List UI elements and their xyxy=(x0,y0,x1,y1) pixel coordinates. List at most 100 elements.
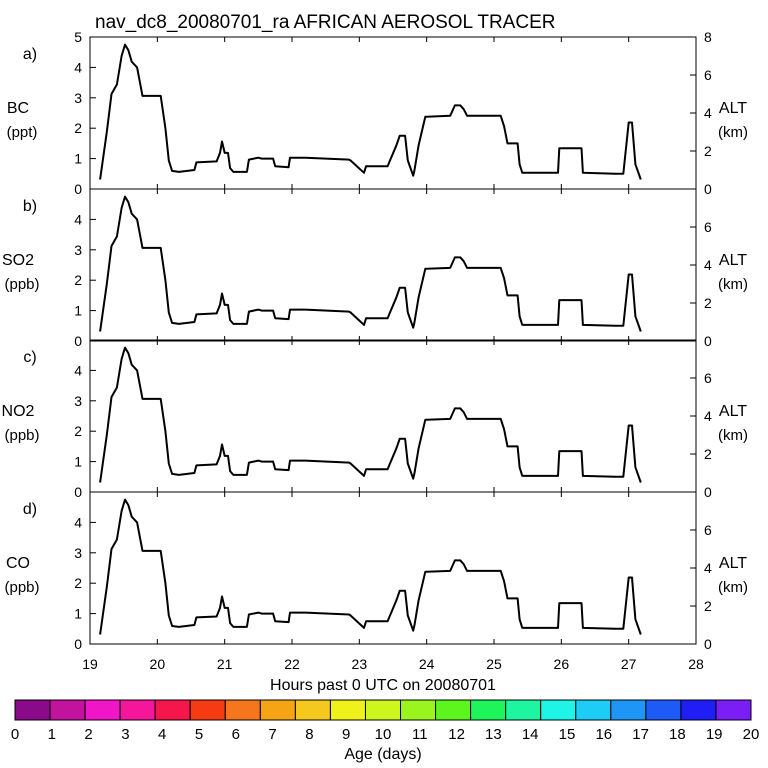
y2-axis-unit: (km) xyxy=(718,276,748,293)
y-axis-unit: (ppb) xyxy=(4,276,39,293)
y2-tick-label: 2 xyxy=(704,143,712,159)
colorbar-tick-label: 10 xyxy=(375,726,392,743)
colorbar-swatch xyxy=(189,699,226,721)
altitude-line xyxy=(99,346,642,483)
colorbar-tick-label: 7 xyxy=(268,726,276,743)
y-axis-unit: (ppt) xyxy=(7,124,38,141)
y2-axis-label: ALT xyxy=(719,403,747,420)
colorbar-swatch xyxy=(294,699,331,721)
y2-tick-label: 8 xyxy=(704,29,712,45)
y-tick-label: 0 xyxy=(74,333,82,349)
y2-tick-label: 6 xyxy=(704,67,712,83)
y-tick-label: 5 xyxy=(74,29,82,45)
x-tick-label: 23 xyxy=(352,656,368,672)
y2-tick-label: 6 xyxy=(704,522,712,538)
colorbar-swatch xyxy=(154,699,191,721)
panel-tag: b) xyxy=(23,198,37,215)
colorbar-tick-label: 19 xyxy=(706,726,723,743)
y-axis-label: SO2 xyxy=(2,252,34,269)
colorbar-swatch xyxy=(470,699,507,721)
x-tick-label: 19 xyxy=(82,656,98,672)
colorbar-tick-label: 0 xyxy=(11,726,19,743)
y-axis-label: BC xyxy=(7,100,29,117)
y2-axis-label: ALT xyxy=(719,100,747,117)
y-tick-label: 3 xyxy=(74,545,82,561)
x-tick-label: 27 xyxy=(621,656,637,672)
colorbar-tick-label: 18 xyxy=(669,726,686,743)
colorbar-tick-label: 9 xyxy=(342,726,350,743)
colorbar-swatch xyxy=(84,699,121,721)
colorbar-tick-label: 11 xyxy=(412,726,428,743)
colorbar-tick-label: 2 xyxy=(84,726,92,743)
panel-frame xyxy=(89,188,697,342)
colorbar-tick-label: 5 xyxy=(195,726,203,743)
colorbar-tick-label: 20 xyxy=(743,726,760,743)
y-tick-label: 0 xyxy=(74,181,82,197)
colorbar-swatch xyxy=(364,699,402,721)
chart-panels: 0 1 2 3 4 5 0 2 4 6 8 a) BC (ppt) ALT (km) 0 1 2 3 4 0 2 4 6 b) SO… xyxy=(2,29,748,652)
colorbar-tick-label: 13 xyxy=(485,726,502,743)
y2-tick-label: 4 xyxy=(704,257,712,273)
colorbar-swatch xyxy=(400,699,437,721)
colorbar-swatch xyxy=(680,699,717,721)
y-axis-unit: (ppb) xyxy=(4,427,39,444)
panel-tag: a) xyxy=(23,46,37,63)
y2-tick-label: 6 xyxy=(704,219,712,235)
x-tick-label: 21 xyxy=(217,656,233,672)
y-tick-label: 1 xyxy=(74,303,82,319)
y2-tick-label: 2 xyxy=(704,295,712,311)
colorbar-swatch xyxy=(14,699,51,721)
colorbar-swatch xyxy=(435,699,472,721)
colorbar-tick-label: 3 xyxy=(121,726,129,743)
y2-tick-label: 6 xyxy=(704,370,712,386)
colorbar-swatch xyxy=(645,699,682,721)
y-tick-label: 3 xyxy=(74,393,82,409)
panel-no2: 0 1 2 3 4 0 2 4 6 c) NO2 (ppb) ALT (km) xyxy=(2,339,748,500)
colorbar-tick-label: 1 xyxy=(48,726,56,743)
y-tick-label: 1 xyxy=(74,151,82,167)
y-tick-label: 4 xyxy=(74,59,82,75)
y2-axis-unit: (km) xyxy=(718,124,748,141)
y2-axis-unit: (km) xyxy=(718,427,748,444)
altitude-line xyxy=(99,43,642,180)
colorbar-swatch xyxy=(119,699,156,721)
y-axis-label: CO xyxy=(6,555,30,572)
panel-so2: 0 1 2 3 4 0 2 4 6 b) SO2 (ppb) ALT (km) xyxy=(2,188,748,349)
colorbar-tick-label: 12 xyxy=(448,726,465,743)
chart-title: nav_dc8_20080701_ra AFRICAN AEROSOL TRAC… xyxy=(95,12,555,33)
panel-bc: 0 1 2 3 4 5 0 2 4 6 8 a) BC (ppt) ALT (km) xyxy=(7,29,748,197)
panel-co: 0 1 2 3 4 0 2 4 6 d) CO (ppb) ALT (km) xyxy=(4,491,748,652)
colorbar-swatch xyxy=(575,699,612,721)
y2-tick-label: 0 xyxy=(704,636,712,652)
colorbar-swatch xyxy=(610,699,647,721)
y2-tick-label: 0 xyxy=(704,333,712,349)
y2-tick-label: 4 xyxy=(704,560,712,576)
panel-tag: d) xyxy=(23,501,37,518)
colorbar-swatch xyxy=(540,699,577,721)
x-tick-label: 22 xyxy=(284,656,300,672)
age-colorbar: 0 1 2 3 4 5 6 7 8 9 10 11 12 13 14 15 16 17 18 19 20 xyxy=(11,699,760,743)
y2-tick-label: 4 xyxy=(704,105,712,121)
x-axis-label: Hours past 0 UTC on 20080701 xyxy=(270,677,496,694)
y2-tick-label: 2 xyxy=(704,598,712,614)
x-tick-label: 24 xyxy=(419,656,435,672)
y2-tick-label: 0 xyxy=(704,181,712,197)
colorbar-swatch xyxy=(49,699,86,721)
colorbar-swatch xyxy=(329,699,366,721)
y-tick-label: 3 xyxy=(74,242,82,258)
colorbar-swatch xyxy=(505,699,542,721)
colorbar-tick-label: 16 xyxy=(595,726,612,743)
y-tick-label: 2 xyxy=(74,120,82,136)
y-tick-label: 2 xyxy=(74,272,82,288)
altitude-line xyxy=(99,498,642,635)
x-tick-label: 28 xyxy=(688,656,704,672)
colorbar-tick-label: 14 xyxy=(522,726,539,743)
x-tick-label: 25 xyxy=(486,656,502,672)
y2-tick-label: 0 xyxy=(704,484,712,500)
panel-frame xyxy=(89,339,697,493)
y-tick-label: 0 xyxy=(74,636,82,652)
colorbar-swatch xyxy=(224,699,261,721)
y-tick-label: 4 xyxy=(74,362,82,378)
colorbar-tick-label: 15 xyxy=(559,726,576,743)
